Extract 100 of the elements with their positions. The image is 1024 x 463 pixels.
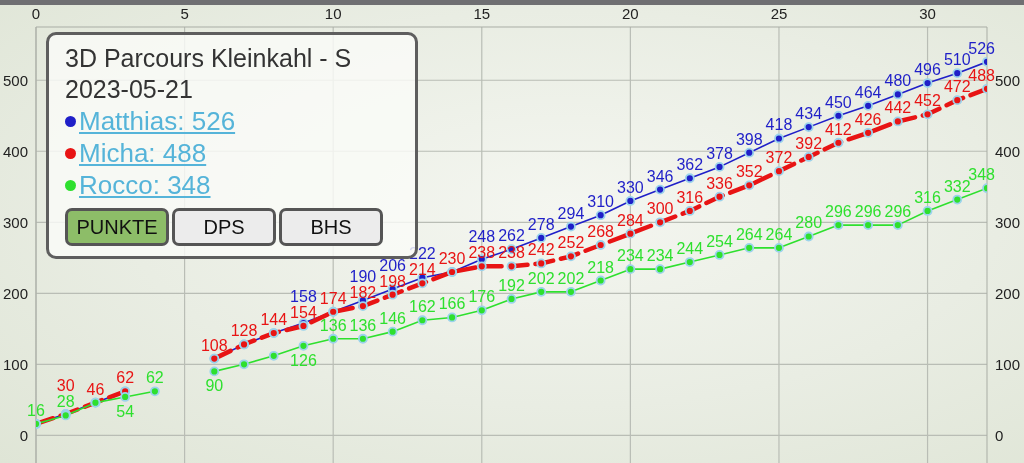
data-label: 268	[587, 223, 615, 240]
data-label: 346	[646, 167, 674, 185]
data-label: 218	[587, 258, 615, 276]
data-label: 62	[116, 369, 135, 387]
data-label: 192	[498, 276, 525, 294]
data-label: 238	[468, 244, 496, 262]
data-label: 464	[854, 83, 882, 101]
data-label: 166	[438, 295, 466, 313]
data-label: 316	[914, 188, 942, 206]
data-label: 452	[914, 92, 942, 110]
y-tick-label: 200	[2, 284, 28, 302]
data-label: 426	[854, 110, 882, 128]
y2-tick-label: 200	[995, 284, 1021, 302]
data-label: 264	[765, 225, 793, 243]
data-label: 176	[468, 288, 496, 306]
data-label: 248	[468, 228, 496, 246]
data-label: 162	[408, 298, 436, 316]
y2-tick-label: 500	[995, 71, 1021, 89]
y-tick-label: 0	[19, 426, 28, 444]
chart-title: 3D Parcours Kleinkahl - S	[65, 44, 352, 72]
data-label: 296	[854, 203, 882, 221]
data-label: 372	[765, 149, 793, 167]
data-label: 294	[557, 204, 585, 222]
data-label: 206	[379, 256, 407, 274]
data-label: 28	[56, 393, 75, 411]
annotation: DPS	[203, 215, 245, 239]
annotation: BHS	[310, 215, 352, 239]
y2-tick-label: 100	[995, 355, 1021, 373]
data-label: 128	[230, 322, 258, 340]
data-label: 136	[349, 316, 377, 334]
data-label: 472	[943, 78, 971, 96]
legend-label: Matthias: 526	[79, 106, 236, 136]
data-label: 154	[290, 303, 317, 321]
data-label: 442	[884, 99, 912, 117]
data-label: 336	[706, 174, 733, 192]
x-tick-label: 20	[622, 5, 639, 22]
text: 2023-05-21	[65, 75, 193, 103]
data-label: 62	[145, 369, 164, 387]
data-label: 174	[319, 289, 347, 307]
data-label: 242	[527, 241, 555, 259]
data-label: 262	[498, 227, 525, 245]
data-label: 54	[116, 402, 135, 420]
data-label: 182	[349, 284, 377, 302]
y-tick-label: 300	[2, 213, 28, 231]
data-label: 202	[557, 269, 585, 287]
data-label: 398	[735, 130, 763, 148]
data-label: 362	[676, 156, 704, 174]
data-label: 296	[825, 203, 852, 221]
data-label: 352	[735, 163, 763, 181]
annotation: PUNKTE	[76, 215, 158, 239]
x-tick-label: 30	[919, 5, 936, 22]
data-label: 214	[408, 261, 436, 279]
data-label: 108	[200, 336, 228, 354]
data-label: 330	[617, 178, 644, 196]
data-label: 146	[379, 309, 407, 327]
data-label: 300	[646, 200, 674, 218]
data-label: 16	[27, 401, 45, 419]
data-label: 450	[825, 93, 852, 111]
data-label: 144	[260, 311, 288, 329]
data-label: 234	[617, 247, 644, 265]
data-label: 296	[884, 203, 912, 221]
data-label: 480	[884, 72, 912, 90]
x-tick-label: 10	[324, 5, 342, 22]
data-label: 136	[319, 316, 347, 334]
data-label: 434	[795, 105, 823, 123]
x-tick-label: 0	[31, 5, 41, 22]
legend-label: Rocco: 348	[79, 170, 211, 200]
data-label: 198	[379, 272, 407, 290]
x-tick-label: 25	[770, 5, 788, 22]
data-label: 310	[587, 193, 615, 211]
x-tick-label: 15	[473, 5, 491, 22]
data-label: 412	[825, 120, 852, 138]
legend-label: Micha: 488	[79, 138, 207, 168]
x-tick-label: 5	[180, 5, 189, 22]
data-label: 316	[676, 188, 704, 206]
data-label: 190	[349, 268, 377, 286]
data-label: 230	[438, 249, 466, 267]
y2-tick-label: 0	[995, 426, 1004, 444]
y2-tick-label: 300	[995, 213, 1021, 231]
data-label: 30	[56, 377, 75, 395]
data-label: 46	[86, 380, 105, 398]
data-label: 418	[765, 116, 793, 134]
data-label: 238	[498, 244, 525, 262]
data-label: 90	[205, 377, 224, 395]
data-label: 278	[527, 215, 555, 233]
data-label: 254	[706, 232, 733, 250]
data-label: 264	[735, 225, 763, 243]
data-label: 496	[914, 61, 942, 79]
data-label: 392	[795, 134, 823, 152]
data-label: 378	[706, 144, 733, 162]
data-label: 252	[557, 234, 585, 252]
y-tick-label: 500	[2, 71, 28, 89]
data-label: 234	[646, 247, 674, 265]
data-label: 158	[290, 287, 317, 305]
data-label: 280	[795, 214, 823, 232]
y2-tick-label: 400	[995, 142, 1021, 160]
y-tick-label: 100	[2, 355, 28, 373]
data-label: 284	[617, 211, 644, 229]
data-label: 244	[676, 240, 704, 258]
y-tick-label: 400	[2, 142, 28, 160]
